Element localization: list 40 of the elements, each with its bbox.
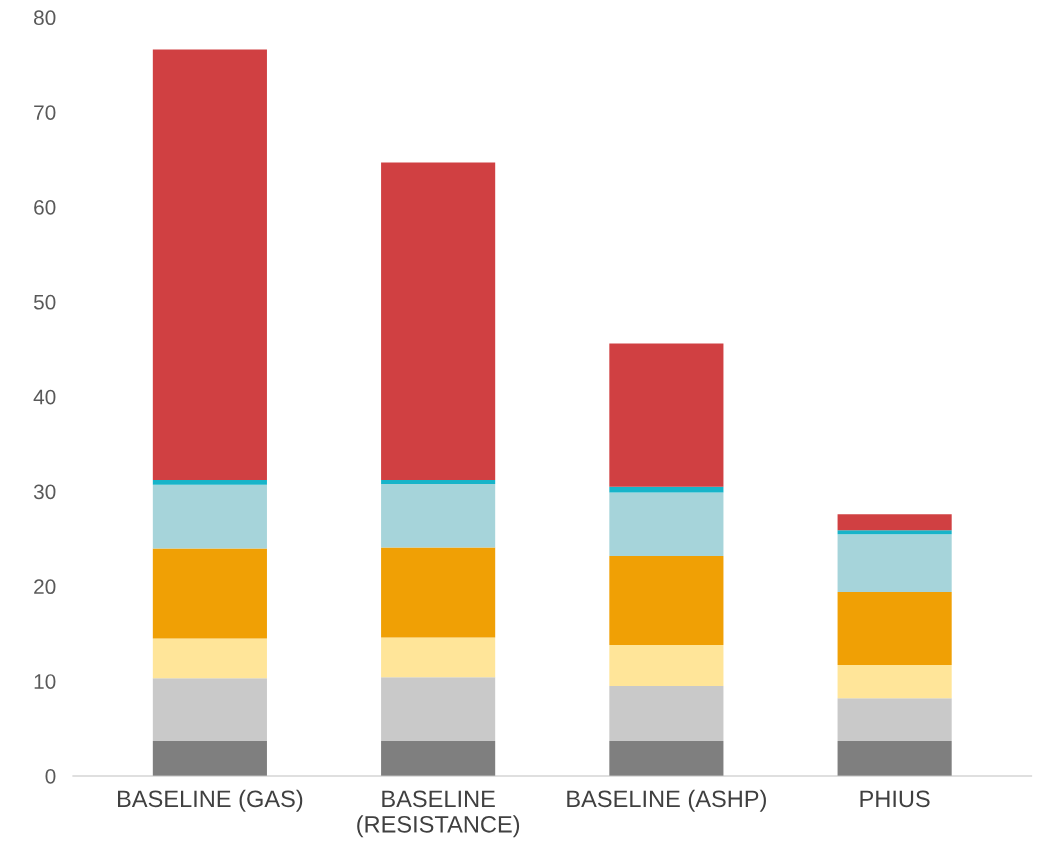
bar <box>609 343 724 487</box>
y-tick-label: 80 <box>34 10 56 26</box>
bar <box>152 480 267 485</box>
y-tick-label: 70 <box>34 105 56 120</box>
bar <box>381 740 496 776</box>
bar <box>152 484 267 549</box>
x-tick-label: PHIUS <box>860 790 930 808</box>
x-tick-label: BASELINE (RESISTANCE) <box>357 790 520 838</box>
bar <box>609 740 724 776</box>
bar <box>381 637 496 678</box>
x-tick-label: BASELINE (GAS) <box>118 789 303 812</box>
bar <box>609 685 724 741</box>
bar <box>152 548 267 639</box>
y-tick-label: 30 <box>33 484 56 500</box>
bar <box>152 678 267 741</box>
bar <box>381 483 496 548</box>
bar <box>152 638 267 679</box>
bar <box>152 49 267 481</box>
bar <box>609 555 724 646</box>
bar <box>609 645 724 686</box>
bar <box>381 547 496 638</box>
bar <box>837 514 952 531</box>
bar <box>837 740 952 776</box>
bar <box>837 665 952 699</box>
bar <box>837 534 952 592</box>
y-tick-label: 0 <box>45 768 56 784</box>
y-tick-label: 60 <box>34 200 56 215</box>
y-tick-label: 40 <box>33 389 56 405</box>
y-tick-label: 50 <box>33 294 56 310</box>
bar <box>152 740 267 776</box>
y-tick-label: 10 <box>34 674 56 689</box>
bar <box>837 698 952 741</box>
bar <box>837 530 952 535</box>
bar <box>381 480 496 484</box>
bar <box>381 162 496 481</box>
bar <box>609 492 724 556</box>
bar <box>381 677 496 741</box>
y-tick-label: 20 <box>34 579 56 595</box>
x-tick-label: BASELINE (ASHP) <box>567 789 766 812</box>
bar <box>837 592 952 666</box>
